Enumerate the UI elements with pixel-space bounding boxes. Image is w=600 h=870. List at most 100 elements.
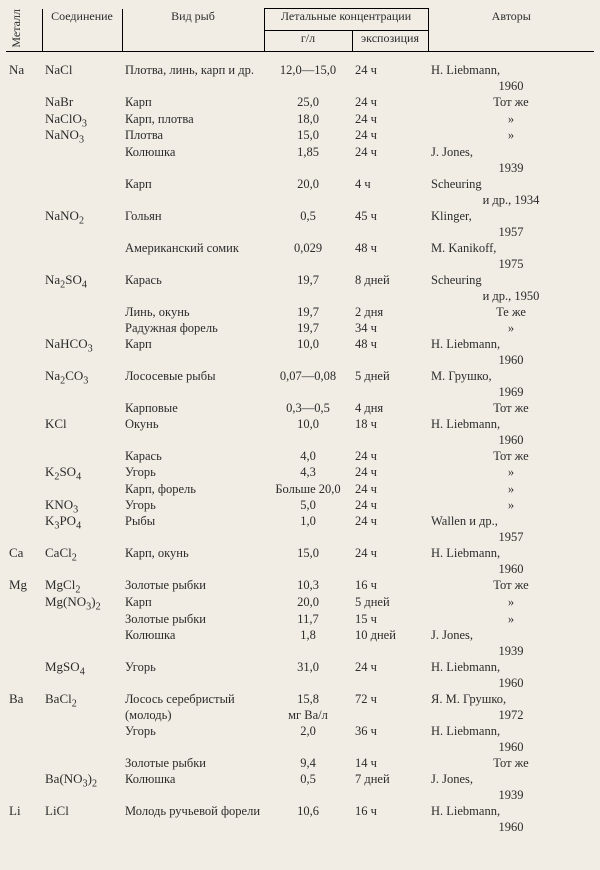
lethal-concentrations-table: Металл Соединение Вид рыб Летальные конц… — [6, 8, 594, 835]
cell-fish: Карп, форель — [122, 481, 264, 497]
cell-fish: Гольян — [122, 208, 264, 240]
header-concentration: г/л — [264, 30, 352, 52]
cell-exposure: 5 дней — [352, 368, 428, 400]
cell-compound — [42, 611, 122, 627]
cell-compound — [42, 320, 122, 336]
cell-exposure: 24 ч — [352, 513, 428, 545]
table-body: NaNaClПлотва, линь, карп и др.12,0—15,02… — [6, 52, 594, 835]
cell-author: Wallen и др.,1957 — [428, 513, 594, 545]
cell-metal — [6, 771, 42, 803]
cell-exposure: 14 ч — [352, 755, 428, 771]
cell-exposure: 24 ч — [352, 52, 428, 95]
cell-author: Тот же — [428, 94, 594, 111]
cell-compound: CaCl2 — [42, 545, 122, 577]
cell-compound: MgSO4 — [42, 659, 122, 691]
cell-concentration: 18,0 — [264, 111, 352, 128]
cell-author: J. Jones,1939 — [428, 627, 594, 659]
cell-metal — [6, 320, 42, 336]
table-row: MgSO4Угорь31,024 чH. Liebmann,1960 — [6, 659, 594, 691]
table-row: KNO3Угорь5,024 ч» — [6, 497, 594, 514]
cell-metal — [6, 723, 42, 755]
cell-author: Тот же — [428, 755, 594, 771]
table-row: Карась4,024 чТот же — [6, 448, 594, 464]
cell-exposure: 2 дня — [352, 304, 428, 320]
cell-exposure: 36 ч — [352, 723, 428, 755]
cell-fish: Колюшка — [122, 627, 264, 659]
table-row: MgMgCl2Золотые рыбки10,316 чТот же — [6, 577, 594, 594]
cell-fish: Колюшка — [122, 771, 264, 803]
table-row: NaClO3Карп, плотва18,024 ч» — [6, 111, 594, 128]
cell-compound — [42, 304, 122, 320]
cell-compound: NaNO2 — [42, 208, 122, 240]
cell-metal: Li — [6, 803, 42, 835]
cell-compound: Na2CO3 — [42, 368, 122, 400]
cell-fish: Линь, окунь — [122, 304, 264, 320]
table-row: Na2CO3Лососевые рыбы0,07—0,085 днейМ. Гр… — [6, 368, 594, 400]
cell-fish: Лосось серебристый (молодь) — [122, 691, 264, 723]
cell-metal — [6, 94, 42, 111]
cell-compound: KNO3 — [42, 497, 122, 514]
cell-compound — [42, 144, 122, 176]
cell-author: » — [428, 497, 594, 514]
cell-author: » — [428, 481, 594, 497]
table-row: Американский сомик0,02948 чM. Kanikoff,1… — [6, 240, 594, 272]
cell-compound: NaHCO3 — [42, 336, 122, 368]
cell-fish: Рыбы — [122, 513, 264, 545]
cell-concentration: 15,0 — [264, 127, 352, 144]
cell-author: » — [428, 127, 594, 144]
cell-compound — [42, 481, 122, 497]
cell-author: H. Liebmann,1960 — [428, 659, 594, 691]
cell-metal — [6, 400, 42, 416]
cell-concentration: 19,7 — [264, 320, 352, 336]
cell-fish: Золотые рыбки — [122, 577, 264, 594]
cell-metal — [6, 448, 42, 464]
cell-fish: Карась — [122, 272, 264, 304]
cell-author: H. Liebmann,1960 — [428, 803, 594, 835]
cell-author: М. Грушко,1969 — [428, 368, 594, 400]
cell-fish: Угорь — [122, 659, 264, 691]
cell-exposure: 34 ч — [352, 320, 428, 336]
cell-exposure: 24 ч — [352, 111, 428, 128]
cell-compound: NaCl — [42, 52, 122, 95]
table-row: LiLiClМолодь ручьевой форели10,616 чH. L… — [6, 803, 594, 835]
cell-exposure: 5 дней — [352, 594, 428, 611]
cell-metal — [6, 497, 42, 514]
cell-author: » — [428, 464, 594, 481]
cell-fish: Молодь ручьевой форели — [122, 803, 264, 835]
cell-concentration: 10,6 — [264, 803, 352, 835]
cell-exposure: 24 ч — [352, 497, 428, 514]
cell-compound — [42, 448, 122, 464]
cell-fish: Золотые рыбки — [122, 755, 264, 771]
table-row: Ba(NO3)2Колюшка0,57 днейJ. Jones,1939 — [6, 771, 594, 803]
cell-compound: LiCl — [42, 803, 122, 835]
table-row: K3PO4Рыбы1,024 чWallen и др.,1957 — [6, 513, 594, 545]
cell-metal — [6, 513, 42, 545]
cell-author: Scheuringи др., 1950 — [428, 272, 594, 304]
cell-exposure: 24 ч — [352, 481, 428, 497]
cell-concentration: 11,7 — [264, 611, 352, 627]
table-row: CaCaCl2Карп, окунь15,024 чH. Liebmann,19… — [6, 545, 594, 577]
cell-compound: NaClO3 — [42, 111, 122, 128]
cell-author: » — [428, 320, 594, 336]
header-metal: Металл — [9, 9, 24, 48]
table-row: Mg(NO3)2Карп20,05 дней» — [6, 594, 594, 611]
cell-fish: Угорь — [122, 723, 264, 755]
cell-metal — [6, 208, 42, 240]
table-row: Радужная форель19,734 ч» — [6, 320, 594, 336]
table-row: NaNO3Плотва15,024 ч» — [6, 127, 594, 144]
cell-metal: Ca — [6, 545, 42, 577]
cell-concentration: 31,0 — [264, 659, 352, 691]
cell-exposure: 16 ч — [352, 577, 428, 594]
cell-author: H. Liebmann,1960 — [428, 416, 594, 448]
cell-fish: Плотва, линь, карп и др. — [122, 52, 264, 95]
cell-exposure: 4 ч — [352, 176, 428, 208]
cell-metal — [6, 336, 42, 368]
table-row: NaHCO3Карп10,048 чH. Liebmann,1960 — [6, 336, 594, 368]
cell-compound: K2SO4 — [42, 464, 122, 481]
cell-exposure: 4 дня — [352, 400, 428, 416]
cell-concentration: 10,0 — [264, 336, 352, 368]
cell-concentration: 20,0 — [264, 594, 352, 611]
table-row: K2SO4Угорь4,324 ч» — [6, 464, 594, 481]
cell-concentration: 2,0 — [264, 723, 352, 755]
cell-compound — [42, 627, 122, 659]
